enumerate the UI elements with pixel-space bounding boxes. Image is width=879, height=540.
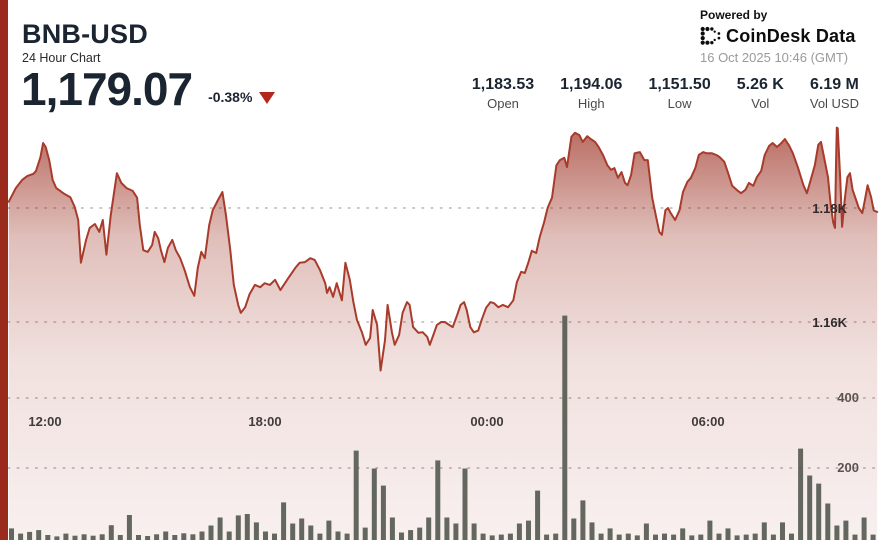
price-down-triangle-icon — [259, 92, 276, 104]
ohlc-stats-row: 1,183.53 Open 1,194.06 High 1,151.50 Low… — [472, 76, 859, 111]
symbol-title: BNB-USD — [22, 19, 148, 49]
time-axis-label-0000: 00:00 — [470, 414, 504, 429]
chart-subtitle: 24 Hour Chart — [22, 51, 101, 66]
volume-axis-label-400: 400 — [837, 390, 859, 405]
stat-high: 1,194.06 High — [560, 76, 622, 111]
left-accent-stripe — [0, 0, 8, 540]
current-price-row: 1,179.07 -0.38% — [21, 63, 276, 115]
stat-high-value: 1,194.06 — [560, 76, 623, 93]
time-axis-label-1800: 18:00 — [248, 414, 282, 429]
coindesk-brand-name: CoinDesk Data — [726, 26, 856, 46]
stat-open: 1,183.53 Open — [472, 76, 534, 111]
coindesk-brand-row: CoinDesk Data — [700, 26, 878, 47]
stat-vol-usd-label: Vol USD — [809, 96, 859, 111]
price-axis-label-1-16k: 1.16K — [812, 315, 847, 330]
stat-vol-usd-value: 6.19 M — [809, 76, 859, 93]
stat-open-label: Open — [487, 96, 519, 111]
price-axis-label-1-18k: 1.18K — [812, 201, 847, 216]
stat-open-value: 1,183.53 — [471, 76, 535, 93]
stat-low: 1,151.50 Low — [648, 76, 710, 111]
time-axis-label-0600: 06:00 — [691, 414, 725, 429]
stat-vol-value: 5.26 K — [736, 76, 784, 93]
chart-header: BNB-USD 24 Hour Chart — [22, 19, 148, 66]
powered-by-block: Powered by CoinDesk Data 16 Oct 2025 10:… — [700, 8, 878, 65]
current-price: 1,179.07 — [21, 63, 193, 115]
timestamp: 16 Oct 2025 10:46 (GMT) — [700, 50, 849, 65]
coindesk-logo-icon — [700, 26, 721, 45]
stat-high-label: High — [577, 96, 605, 111]
stat-vol-usd: 6.19 M Vol USD — [810, 76, 859, 111]
stat-vol: 5.26 K Vol — [737, 76, 784, 111]
powered-by-label: Powered by — [700, 8, 768, 22]
time-axis-label-1200: 12:00 — [28, 414, 62, 429]
volume-axis-label-200: 200 — [837, 460, 859, 475]
stat-vol-label: Vol — [751, 96, 770, 111]
stat-low-value: 1,151.50 — [648, 76, 711, 93]
stat-low-label: Low — [667, 96, 692, 111]
price-change-percent: -0.38% — [208, 89, 253, 105]
